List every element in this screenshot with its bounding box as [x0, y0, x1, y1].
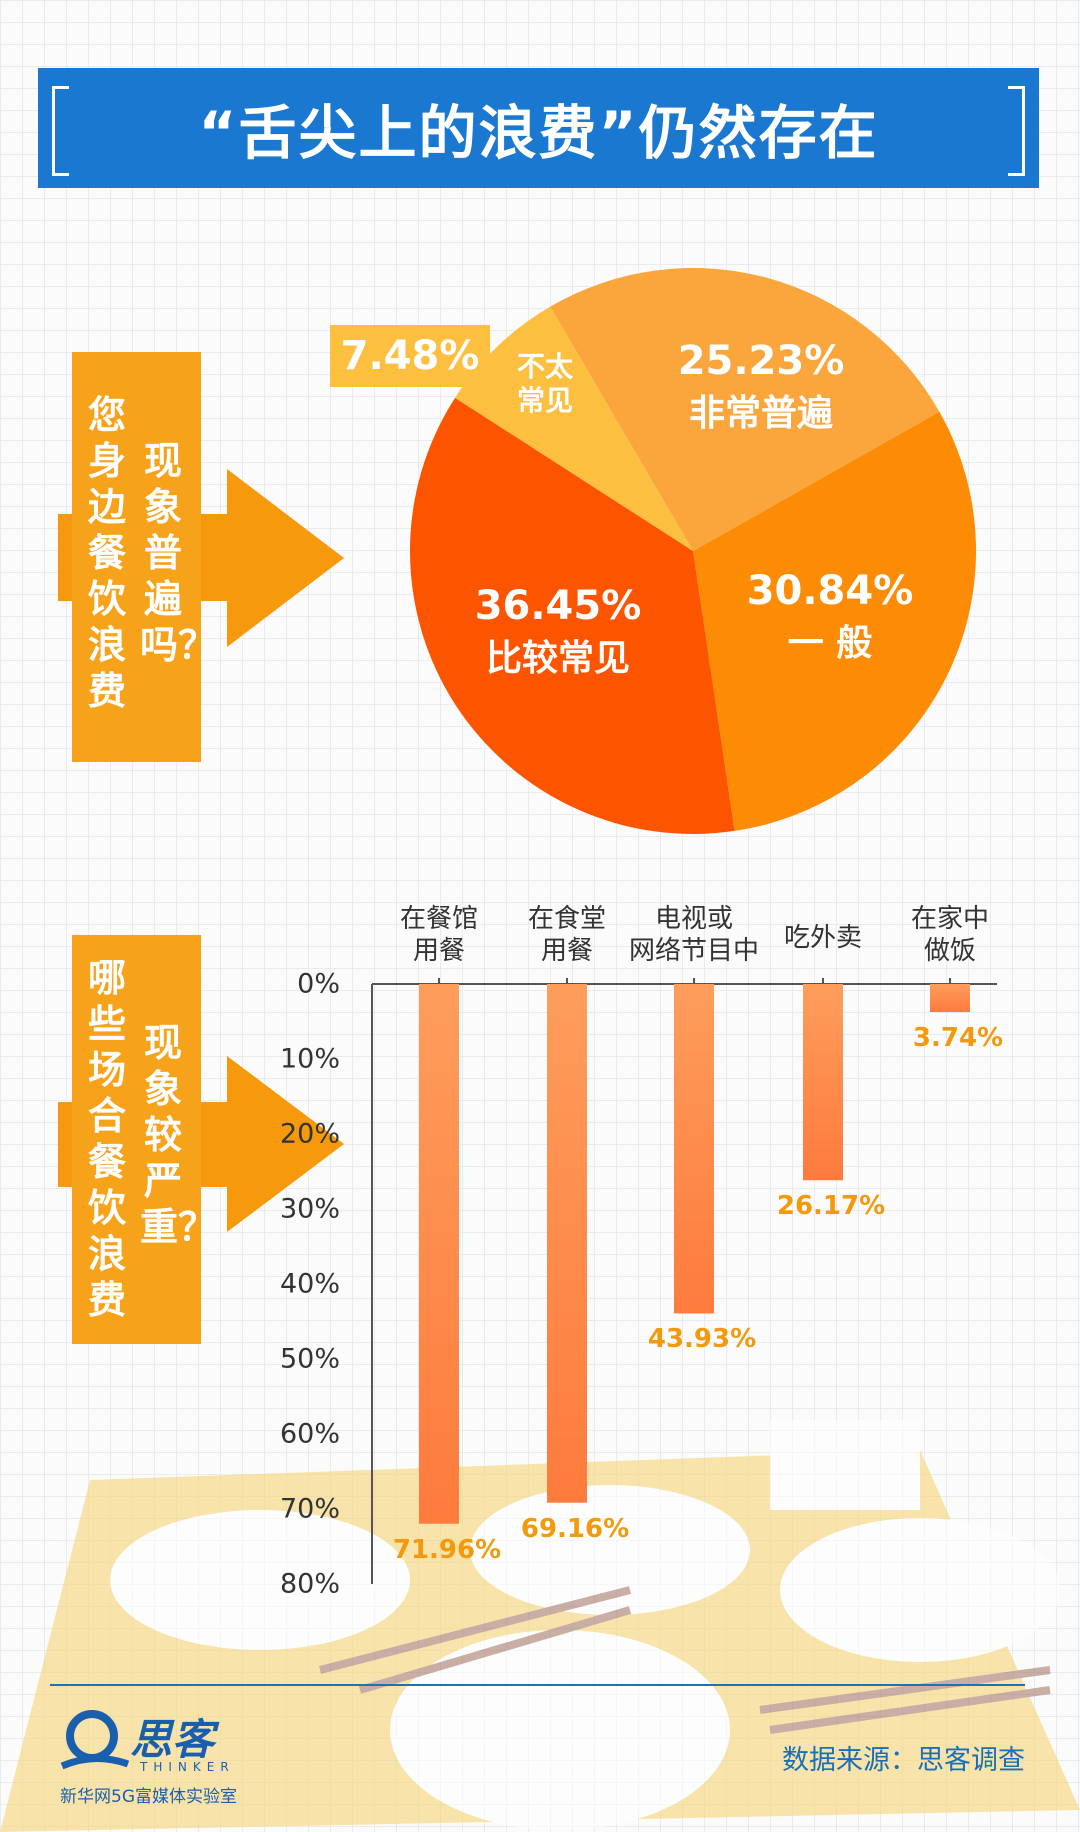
left-bracket — [52, 86, 69, 176]
pie-slice — [693, 411, 976, 831]
y-tick-label: 50% — [279, 1343, 340, 1375]
arrow-head — [227, 469, 344, 647]
logo-english: THINKER — [140, 1760, 235, 1774]
pie-slice — [410, 397, 735, 834]
y-tick-label: 10% — [279, 1043, 340, 1075]
pie-value-label: 25.23% — [677, 338, 845, 384]
title-banner: “舌尖上的浪费”仍然存在 — [38, 68, 1039, 188]
pie-category-label: 一 般 — [787, 623, 873, 664]
pie-value-label: 36.45% — [474, 583, 642, 629]
logo-subtitle: 新华网5G富媒体实验室 — [60, 1787, 237, 1807]
question-2-line1: 哪些场合餐饮浪费 — [87, 956, 126, 1322]
x-category-label: 在餐馆 用餐 — [399, 904, 479, 966]
y-tick-label: 30% — [279, 1193, 340, 1225]
y-tick-label: 60% — [279, 1418, 340, 1450]
pie-slice — [550, 268, 940, 551]
pie-value-label: 7.48% — [340, 333, 480, 379]
pie-category-label: 比较常见 — [485, 638, 631, 679]
pie-value-label: 30.84% — [746, 568, 914, 614]
table-illustration — [0, 1420, 1080, 1832]
logo-text: 思客 — [130, 1715, 215, 1764]
arrow-head — [227, 1056, 344, 1232]
thinker-logo-icon — [60, 1710, 130, 1770]
bar — [419, 984, 459, 1524]
y-tick-label: 70% — [279, 1493, 340, 1525]
x-category-label: 在食堂 用餐 — [527, 904, 607, 966]
y-tick-label: 0% — [297, 968, 340, 1000]
y-tick-label: 80% — [279, 1568, 340, 1600]
page-title: “舌尖上的浪费”仍然存在 — [198, 99, 879, 167]
x-category-label: 在家中 做饭 — [910, 904, 990, 966]
bar — [803, 984, 843, 1181]
pie-slice — [455, 306, 693, 551]
bar-value-label: 71.96% — [392, 1534, 502, 1565]
bar — [930, 984, 970, 1013]
y-tick-label: 20% — [279, 1118, 340, 1150]
bar-value-label: 26.17% — [776, 1191, 886, 1222]
bar-value-label: 43.93% — [647, 1324, 757, 1355]
pie-category-label: 非常普遍 — [688, 393, 834, 434]
question-box-2 — [72, 935, 201, 1344]
x-category-label: 吃外卖 — [783, 923, 863, 953]
pie-category-label: 不太常见 — [516, 350, 573, 417]
pie-chart — [410, 268, 976, 834]
y-tick-label: 40% — [279, 1268, 340, 1300]
footer-divider — [50, 1684, 1025, 1686]
question-2-line2: 现象较严重？ — [140, 1021, 217, 1249]
bar — [547, 984, 587, 1503]
question-box-1 — [72, 352, 201, 762]
question-1-line1: 您身边餐饮浪费 — [87, 393, 126, 713]
data-source: 数据来源：思客调查 — [782, 1745, 1025, 1776]
bar-value-label: 3.74% — [912, 1023, 1004, 1054]
right-bracket — [1008, 86, 1025, 176]
bar-value-label: 69.16% — [520, 1513, 630, 1544]
x-category-label: 电视或 网络节目中 — [628, 904, 760, 966]
small-slice-callout — [330, 325, 490, 387]
bar — [674, 984, 714, 1314]
